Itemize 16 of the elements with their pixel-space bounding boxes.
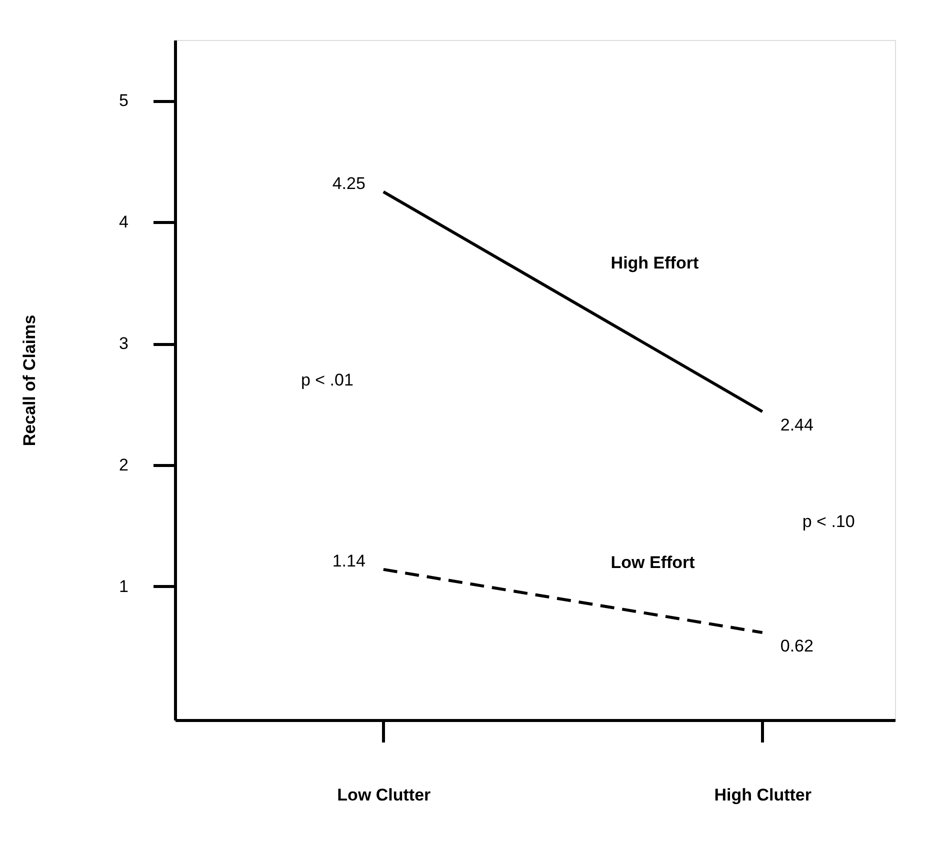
y-tick-label: 5 <box>119 91 128 110</box>
y-tick-label: 3 <box>119 334 128 354</box>
text: High Effort <box>610 254 699 273</box>
y-tick-label: 2 <box>119 456 128 474</box>
y-axis-title: Recall of Claims <box>20 314 40 446</box>
data-label: 0.62 <box>780 636 814 656</box>
x-tick-label: High Clutter <box>714 786 812 804</box>
data-label: 2.44 <box>780 416 814 435</box>
annotation: p < .01 <box>300 370 354 390</box>
x-tick-label: Low Clutter <box>337 786 432 804</box>
annotation: p < .10 <box>802 512 855 532</box>
y-tick-label: 1 <box>119 576 128 596</box>
data-label: 4.25 <box>332 174 366 193</box>
y-tick-label: 4 <box>119 212 128 232</box>
data-label: 1.14 <box>332 551 366 570</box>
text: Low Effort <box>610 553 696 572</box>
